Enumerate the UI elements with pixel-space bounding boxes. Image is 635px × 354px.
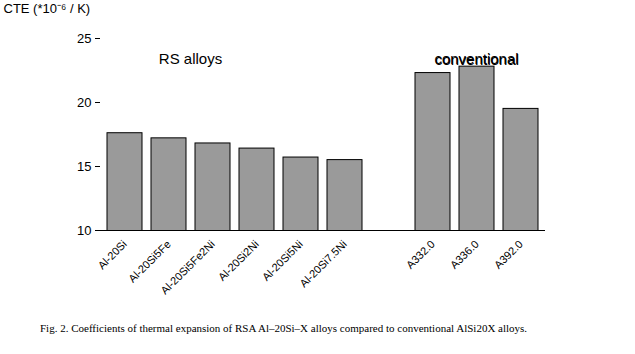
svg-text:RS alloys: RS alloys [159, 50, 222, 67]
svg-text:25: 25 [77, 31, 91, 46]
svg-text:A332.0: A332.0 [404, 238, 437, 271]
svg-text:Al-20Si: Al-20Si [95, 238, 129, 272]
svg-text:A392.0: A392.0 [492, 238, 525, 271]
svg-text:CTE (*10⁻⁶ / K): CTE (*10⁻⁶ / K) [4, 1, 91, 16]
svg-text:Al-20Si5Ni: Al-20Si5Ni [260, 238, 305, 283]
svg-text:conventional: conventional [434, 50, 518, 67]
svg-text:Al-20Si7.5Ni: Al-20Si7.5Ni [297, 238, 349, 290]
svg-text:Al-20Si2Ni: Al-20Si2Ni [216, 238, 261, 283]
svg-text:15: 15 [77, 159, 91, 174]
svg-text:A336.0: A336.0 [448, 238, 481, 271]
svg-text:20: 20 [77, 95, 91, 110]
svg-text:10: 10 [77, 223, 91, 238]
html-text:Fig. 2. Coefficients of therma: Fig. 2. Coefficients of thermal expansio… [40, 322, 528, 334]
svg-text:Al-20Si5Fe2Ni: Al-20Si5Fe2Ni [158, 238, 217, 297]
svg-text:Al-20Si5Fe: Al-20Si5Fe [126, 238, 173, 285]
